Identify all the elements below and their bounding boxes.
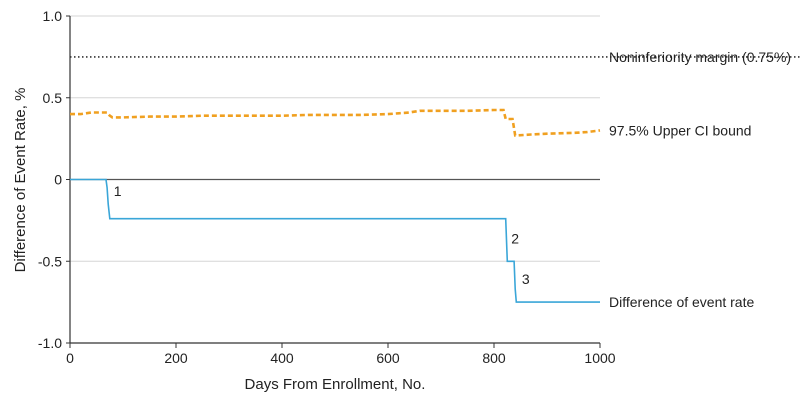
y-tick-label: 0 (54, 172, 62, 188)
axes: 1.00.50-0.5-1.00 200 400 600 800 1000 (38, 8, 616, 366)
y-axis-title: Difference of Event Rate, % (12, 88, 29, 273)
y-tick-label: 0.5 (43, 90, 63, 106)
series-label-margin: Noninferiority margin (0.75%) (609, 49, 791, 65)
series-lines (70, 56, 800, 303)
x-tick-label: 800 (482, 350, 506, 366)
y-tick-label: 1.0 (43, 8, 63, 24)
x-tick-label: 400 (270, 350, 294, 366)
annotation-label: 3 (522, 271, 530, 287)
y-tick-label: -0.5 (38, 253, 62, 269)
x-tick-label: 0 (66, 350, 74, 366)
y-tick-label: -1.0 (38, 335, 62, 351)
x-tick-label: 200 (164, 350, 188, 366)
series-line-upper_ci (70, 108, 601, 137)
x-tick-label: 600 (376, 350, 400, 366)
series-line-difference (70, 178, 600, 303)
annotation-label: 1 (114, 183, 122, 199)
labels: Difference of event rate 97.5% Upper CI b… (114, 49, 791, 310)
series-label-difference: Difference of event rate (609, 294, 754, 310)
series-label-upper_ci: 97.5% Upper CI bound (609, 122, 751, 138)
x-axis-title: Days From Enrollment, No. (245, 376, 426, 393)
x-tick-label: 1000 (584, 350, 615, 366)
annotation-label: 2 (511, 230, 519, 246)
